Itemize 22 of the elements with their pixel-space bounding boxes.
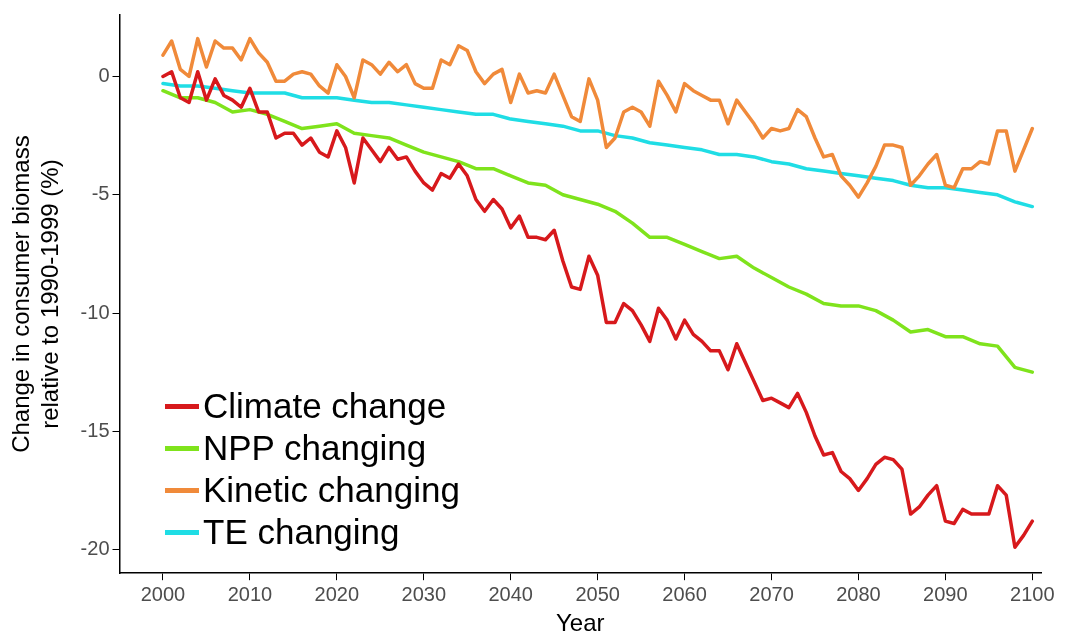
x-tick-label: 2100 xyxy=(1010,582,1055,605)
y-tick-label: -5 xyxy=(91,182,110,205)
x-tick-label: 2000 xyxy=(140,582,186,605)
x-tick-label: 2010 xyxy=(227,582,273,605)
x-tick-label: 2050 xyxy=(575,582,620,605)
x-tick-label: 2040 xyxy=(488,582,533,605)
x-tick-label: 2030 xyxy=(401,582,447,605)
y-tick-label: -20 xyxy=(80,537,110,560)
legend-label: Climate change xyxy=(203,385,447,427)
legend-label: Kinetic changing xyxy=(203,469,460,511)
x-tick-label: 2090 xyxy=(923,582,968,605)
x-tick-label: 2080 xyxy=(836,582,881,605)
y-tick-label: 0 xyxy=(98,64,110,87)
legend-label: TE changing xyxy=(203,511,400,553)
x-tick-label: 2070 xyxy=(749,582,794,605)
y-tick-label: -15 xyxy=(80,418,110,441)
x-tick-label: 2060 xyxy=(662,582,707,605)
y-axis-title: Change in consumer biomass relative to 1990-1999 (%) xyxy=(7,135,63,453)
x-tick-label: 2020 xyxy=(314,582,360,605)
x-axis-title: Year xyxy=(556,609,605,637)
y-tick-label: -10 xyxy=(80,300,110,323)
legend-label: NPP changing xyxy=(203,427,427,469)
